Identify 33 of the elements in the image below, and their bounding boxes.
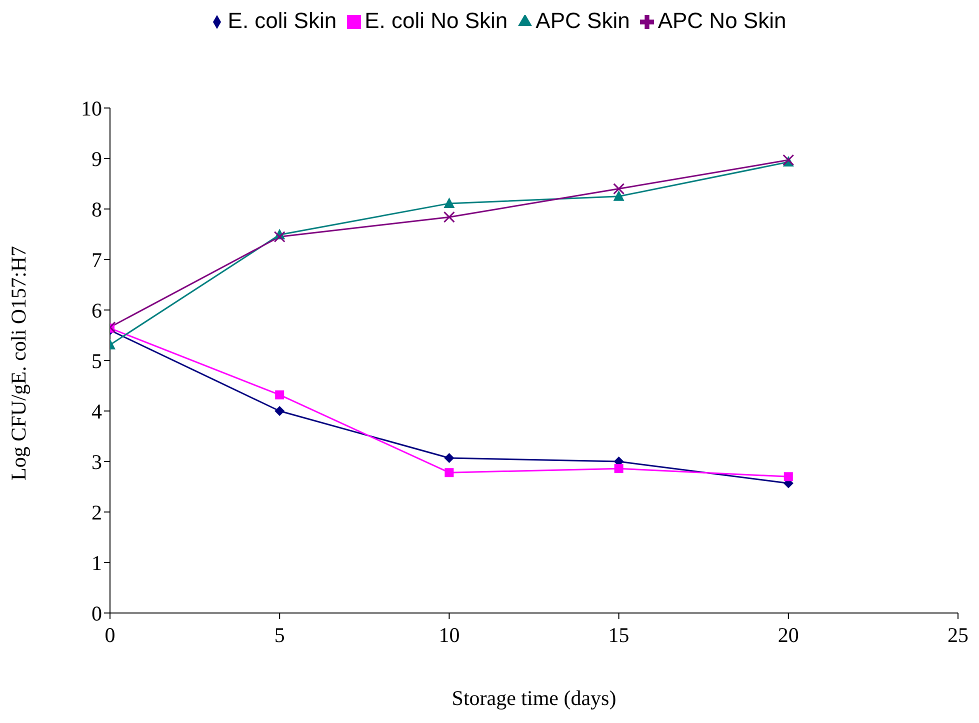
point [274, 231, 286, 243]
x-tick-label: 25 [948, 622, 968, 647]
point [443, 211, 455, 223]
y-axis-title: Log CFU/gE. coli O157:H7 [6, 246, 30, 480]
y-tick-label: 8 [92, 197, 102, 222]
legend-label: APC Skin [536, 8, 630, 33]
y-tick-label: 2 [92, 500, 102, 524]
point [444, 468, 454, 478]
x-axis-title: Storage time (days) [452, 686, 616, 710]
point [613, 183, 625, 195]
legend-label: E. coli Skin [228, 8, 337, 33]
y-tick-label: 9 [92, 146, 102, 171]
y-tick-label: 6 [92, 298, 102, 322]
point [613, 190, 624, 201]
y-tick-label: 10 [81, 96, 102, 120]
point [275, 390, 284, 400]
y-tick-label: 1 [92, 550, 102, 575]
y-tick-label: 3 [92, 450, 102, 474]
x-tick-label: 5 [274, 622, 285, 647]
y-tick-label: 4 [92, 399, 102, 424]
y-tick-label: 7 [92, 248, 102, 272]
x-tick-label: 20 [778, 622, 799, 647]
x-tick-label: 10 [438, 622, 460, 647]
legend-label: E. coli No Skin [364, 8, 508, 33]
y-tick-label: 0 [92, 601, 102, 626]
y-tick-label: 5 [92, 348, 102, 373]
x-tick-label: 15 [608, 622, 630, 647]
point [784, 472, 793, 482]
point [444, 452, 454, 463]
point [614, 464, 624, 474]
point [444, 197, 455, 208]
point [274, 406, 285, 416]
legend-label: APC No Skin [658, 8, 786, 33]
